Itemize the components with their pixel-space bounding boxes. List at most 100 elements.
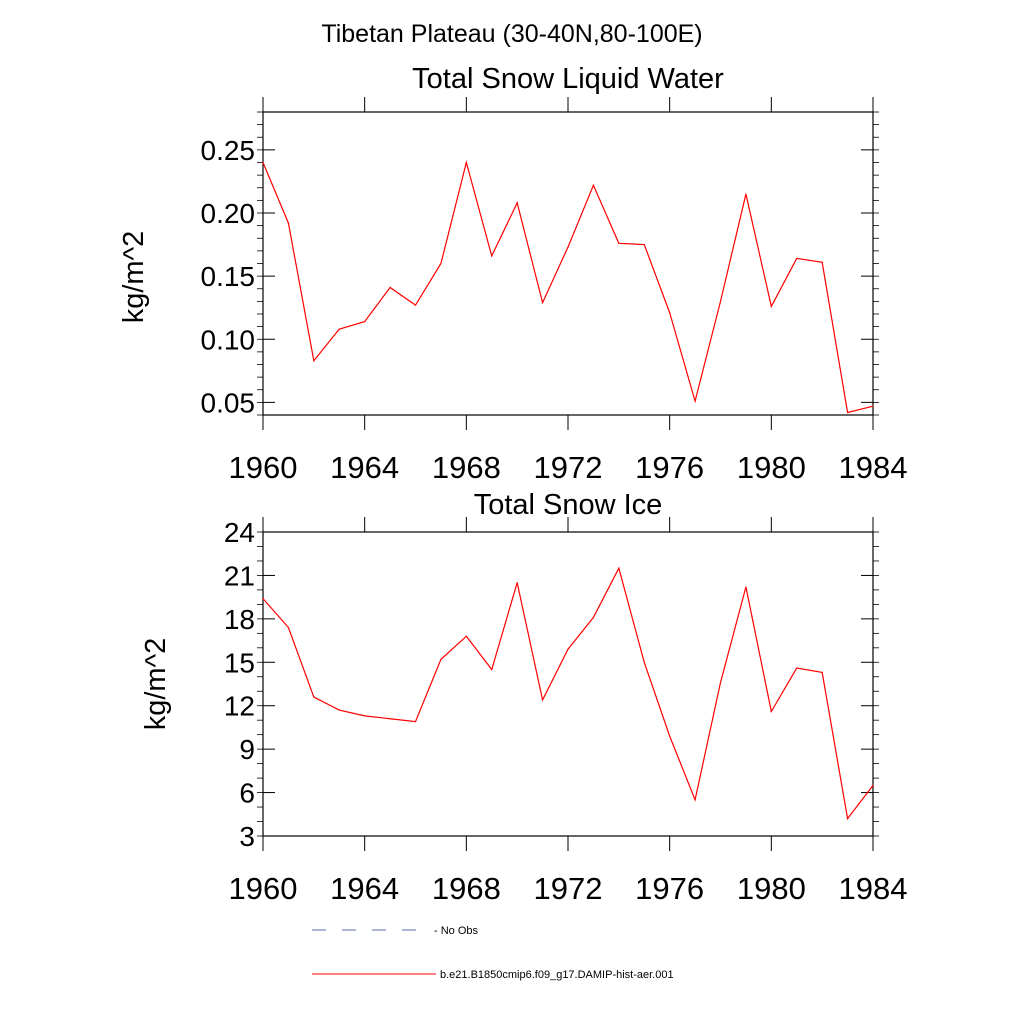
x-tick-label: 1976 [635,871,704,906]
data-point [313,360,315,362]
y-tick-label: 12 [224,691,255,722]
series-line [262,160,874,414]
data-point [643,243,645,246]
data-point [465,635,467,637]
data-point [414,304,417,306]
data-point [872,405,874,407]
data-point [516,202,518,204]
legend-item-model-run: b.e21.B1850cmip6.f09_g17.DAMIP-hist-aer.… [312,969,674,981]
legend: - No Obs b.e21.B1850cmip6.f09_g17.DAMIP-… [312,925,674,981]
y-tick-label: 3 [239,821,255,852]
data-point [669,735,671,737]
data-point [414,721,417,723]
data-point [872,784,874,786]
data-point [719,681,722,684]
data-point [745,193,747,195]
data-point [389,718,391,720]
data-point [796,667,798,669]
data-point [618,567,620,569]
x-tick-label: 1976 [635,450,704,485]
legend-item-no-obs: - No Obs [312,925,479,937]
data-point [846,411,849,414]
data-point [770,710,772,713]
data-point [567,648,569,650]
x-tick-label: 1980 [737,450,806,485]
data-point [262,597,264,600]
legend-label: - No Obs [434,925,479,937]
y-axis-label: kg/m^2 [118,231,150,324]
data-point [821,671,823,674]
x-tick-label: 1980 [737,871,806,906]
x-tick-label: 1972 [534,450,603,485]
y-tick-label: 0.05 [201,387,256,418]
legend-label: b.e21.B1850cmip6.f09_g17.DAMIP-hist-aer.… [440,969,674,981]
data-point [669,312,671,314]
data-point [541,302,544,304]
y-tick-label: 18 [224,604,255,635]
y-tick-label: 15 [224,647,255,678]
y-tick-label: 0.20 [201,198,256,229]
y-tick-label: 24 [224,517,255,548]
data-point [491,668,493,671]
y-axis-label: kg/m^2 [140,638,172,731]
data-point [338,328,340,330]
data-point [491,255,493,257]
series-layer [262,566,874,821]
x-tick-label: 1984 [839,450,908,485]
data-point [643,661,645,663]
y-tick-label: 0.25 [201,135,256,166]
data-point [364,320,366,323]
data-point [262,161,264,164]
series-layer [262,160,874,414]
data-point [440,658,442,660]
data-point [618,242,620,244]
panel-snow-ice: Total Snow Ice kg/m^2 3 6 9 12 15 18 21 24 1960… [140,489,907,906]
y-tick-label: 0.10 [201,324,256,355]
data-point [694,799,696,801]
data-point [516,582,518,584]
x-ticks: 1960 1964 1968 1972 1976 1980 1984 [229,517,908,906]
x-tick-label: 1968 [432,871,501,906]
x-tick-label: 1968 [432,450,501,485]
x-tick-label: 1960 [229,871,298,906]
y-tick-label: 0.15 [201,261,256,292]
data-point [821,261,823,263]
data-point [287,222,290,224]
x-tick-label: 1960 [229,450,298,485]
plot-frame [262,111,874,416]
panel-snow-liquid-water: Total Snow Liquid Water kg/m^2 0.050.100… [118,63,907,485]
x-tick-label: 1964 [330,450,399,485]
data-point [694,400,696,402]
data-point [592,616,595,619]
data-point [745,586,747,588]
data-point [719,300,722,302]
y-tick-label: 21 [224,560,255,591]
data-point [567,246,569,248]
y-tick-label: 6 [239,778,255,809]
figure-main-title: Tibetan Plateau (30-40N,80-100E) [321,20,702,48]
data-point [440,262,442,265]
data-point [592,184,595,186]
x-tick-label: 1984 [839,871,908,906]
data-point [541,699,544,701]
x-tick-label: 1972 [534,871,603,906]
y-ticks: 3 6 9 12 15 18 21 24 [224,517,879,852]
series-line [262,566,874,821]
data-point [287,626,290,629]
data-point [313,696,315,698]
panel-title: Total Snow Liquid Water [412,63,724,95]
x-tick-label: 1964 [330,871,399,906]
plot-frame [262,531,874,837]
data-point [465,161,467,164]
data-point [796,257,798,260]
panel-title: Total Snow Ice [474,489,663,521]
data-point [338,709,340,711]
data-point [770,305,772,308]
x-ticks: 1960 1964 1968 1972 1976 1980 1984 [229,97,908,485]
data-point [846,818,849,820]
y-tick-label: 9 [239,734,255,765]
y-ticks: 0.05 0.10 0.15 0.20 0.25 [201,111,879,418]
data-point [389,286,391,289]
data-point [364,715,366,717]
